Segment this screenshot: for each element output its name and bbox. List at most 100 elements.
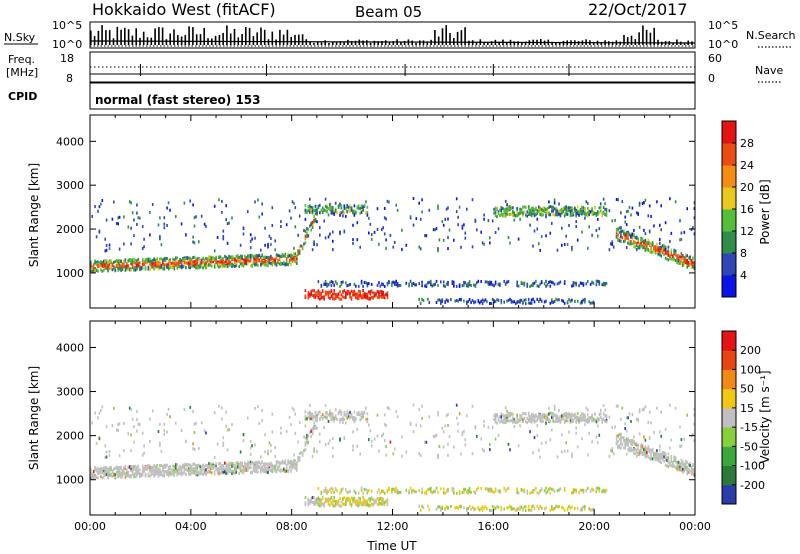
velocity-cell xyxy=(366,489,369,493)
velocity-cell xyxy=(565,414,567,418)
velocity-cell xyxy=(553,407,556,411)
velocity-cell xyxy=(264,469,266,473)
power-cell xyxy=(627,234,629,238)
velocity-cell xyxy=(160,449,163,453)
velocity-cell xyxy=(644,438,647,442)
power-cell xyxy=(352,211,354,215)
velocity-cell xyxy=(552,412,554,416)
velocity-cell xyxy=(633,451,635,455)
power-cell xyxy=(296,262,298,265)
power-cell xyxy=(340,281,343,284)
velocity-cell xyxy=(159,441,161,445)
noise-bar xyxy=(354,40,357,45)
power-cell xyxy=(504,214,507,218)
power-cell xyxy=(509,205,511,209)
velocity-cell xyxy=(597,441,599,445)
power-cell xyxy=(566,300,569,304)
velocity-cell xyxy=(563,412,566,416)
power-cell xyxy=(597,234,599,238)
power-cell xyxy=(571,245,573,249)
power-cell xyxy=(496,215,498,219)
velocity-cell xyxy=(627,439,629,443)
power-cell xyxy=(257,257,259,261)
velocity-cell xyxy=(379,491,382,495)
velocity-cell xyxy=(497,418,500,422)
velocity-cell xyxy=(631,448,634,452)
power-cell xyxy=(530,206,533,210)
velocity-cell xyxy=(588,507,590,511)
velocity-cell xyxy=(304,441,307,445)
power-cell xyxy=(434,228,436,232)
power-cell xyxy=(653,224,655,228)
velocity-cell xyxy=(375,499,377,503)
power-cell xyxy=(679,258,681,262)
velocity-cell xyxy=(105,425,108,429)
velocity-cell xyxy=(624,422,626,426)
power-cell xyxy=(130,226,132,230)
power-cell xyxy=(447,281,449,284)
velocity-cell xyxy=(572,488,575,491)
power-cell xyxy=(582,283,585,287)
power-cell xyxy=(621,236,624,240)
power-cell xyxy=(664,245,667,249)
power-cell xyxy=(321,295,324,299)
velocity-cell xyxy=(478,508,481,512)
velocity-cell xyxy=(298,458,301,462)
power-cell xyxy=(104,264,106,267)
velocity-cell xyxy=(566,415,569,419)
velocity-cell xyxy=(157,430,160,433)
power-cell xyxy=(565,234,567,238)
velocity-cell xyxy=(563,486,566,490)
power-cell xyxy=(533,281,536,285)
power-cell xyxy=(229,255,232,259)
power-cell xyxy=(424,234,426,238)
velocity-cell xyxy=(91,421,93,425)
velocity-cell xyxy=(176,470,178,474)
power-cell xyxy=(667,251,670,255)
power-cell xyxy=(224,263,226,267)
power-cell xyxy=(499,208,501,212)
velocity-cell xyxy=(105,473,108,476)
velocity-cell xyxy=(437,456,439,460)
velocity-cell xyxy=(95,467,98,471)
power-cell xyxy=(254,260,256,263)
velocity-cell xyxy=(296,468,298,472)
velocity-cell xyxy=(182,463,184,467)
power-cell xyxy=(249,246,252,250)
power-cell xyxy=(149,233,151,237)
power-cell xyxy=(324,280,327,283)
power-cell xyxy=(633,241,635,245)
power-cell xyxy=(529,212,531,216)
velocity-cell xyxy=(509,448,511,452)
velocity-cell xyxy=(551,416,553,420)
velocity-cell xyxy=(575,426,577,430)
velocity-cell xyxy=(332,454,334,458)
velocity-cell xyxy=(218,469,220,473)
velocity-cell xyxy=(104,456,106,460)
velocity-cell xyxy=(205,431,207,435)
power-cell xyxy=(255,261,258,265)
power-cell xyxy=(648,250,651,254)
velocity-cell xyxy=(506,413,508,417)
power-cell xyxy=(599,205,602,209)
velocity-cell xyxy=(582,415,585,419)
velocity-cell xyxy=(499,415,501,419)
power-cell xyxy=(368,216,370,220)
velocity-cell xyxy=(430,486,432,490)
power-cell xyxy=(320,294,323,298)
velocity-cell xyxy=(316,449,318,453)
velocity-cell xyxy=(532,490,534,494)
power-cell xyxy=(179,265,181,269)
power-cell xyxy=(172,265,174,269)
velocity-cell xyxy=(468,487,471,490)
velocity-cell xyxy=(180,465,183,469)
power-cell xyxy=(316,220,318,224)
power-cell xyxy=(332,297,334,301)
velocity-cell xyxy=(304,502,307,506)
power-cell xyxy=(633,245,635,248)
velocity-cell xyxy=(474,507,477,511)
power-cell xyxy=(651,250,654,254)
velocity-cell xyxy=(265,462,268,466)
velocity-cell xyxy=(329,497,331,501)
velocity-cell xyxy=(281,469,284,472)
